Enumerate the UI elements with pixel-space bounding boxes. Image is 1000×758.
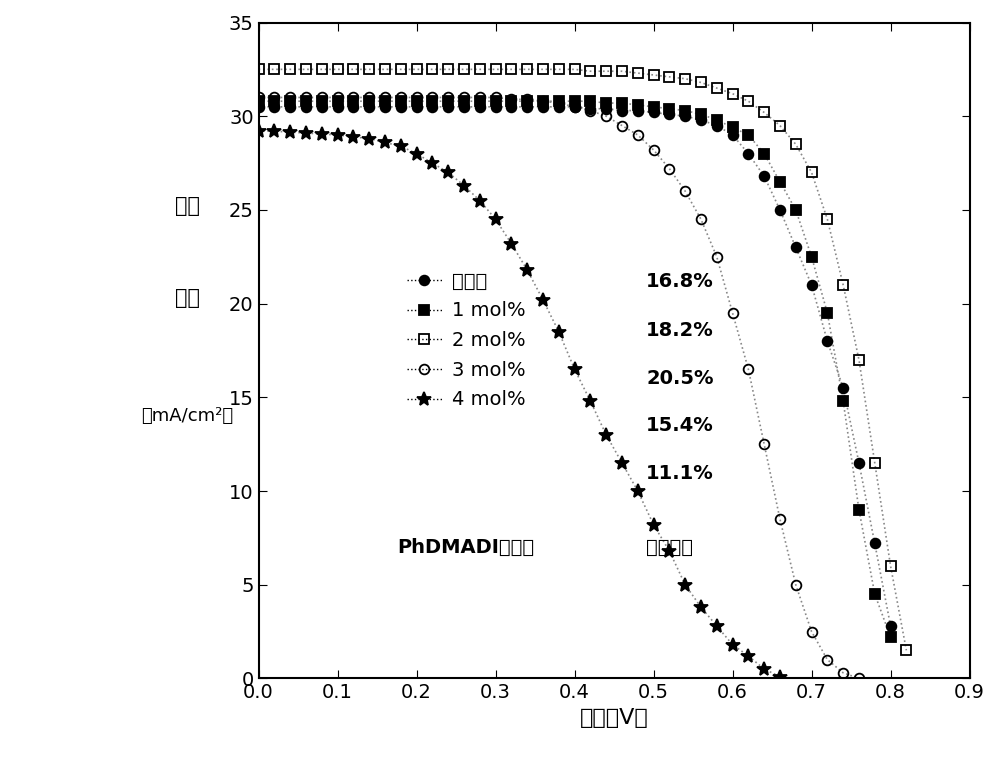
Text: 15.4%: 15.4%	[646, 416, 714, 435]
Text: 密度: 密度	[175, 288, 200, 308]
Text: PhDMADI添加量: PhDMADI添加量	[397, 537, 534, 556]
Text: 20.5%: 20.5%	[646, 368, 714, 387]
Text: （mA/cm²）: （mA/cm²）	[141, 407, 234, 425]
Text: 器件效率: 器件效率	[646, 537, 693, 556]
Text: 18.2%: 18.2%	[646, 321, 714, 340]
Text: 11.1%: 11.1%	[646, 465, 714, 484]
Legend: 未添加, 1 mol%, 2 mol%, 3 mol%, 4 mol%: 未添加, 1 mol%, 2 mol%, 3 mol%, 4 mol%	[407, 271, 525, 409]
Text: 16.8%: 16.8%	[646, 272, 714, 291]
X-axis label: 电压（V）: 电压（V）	[580, 708, 648, 728]
Text: 电流: 电流	[175, 196, 200, 216]
